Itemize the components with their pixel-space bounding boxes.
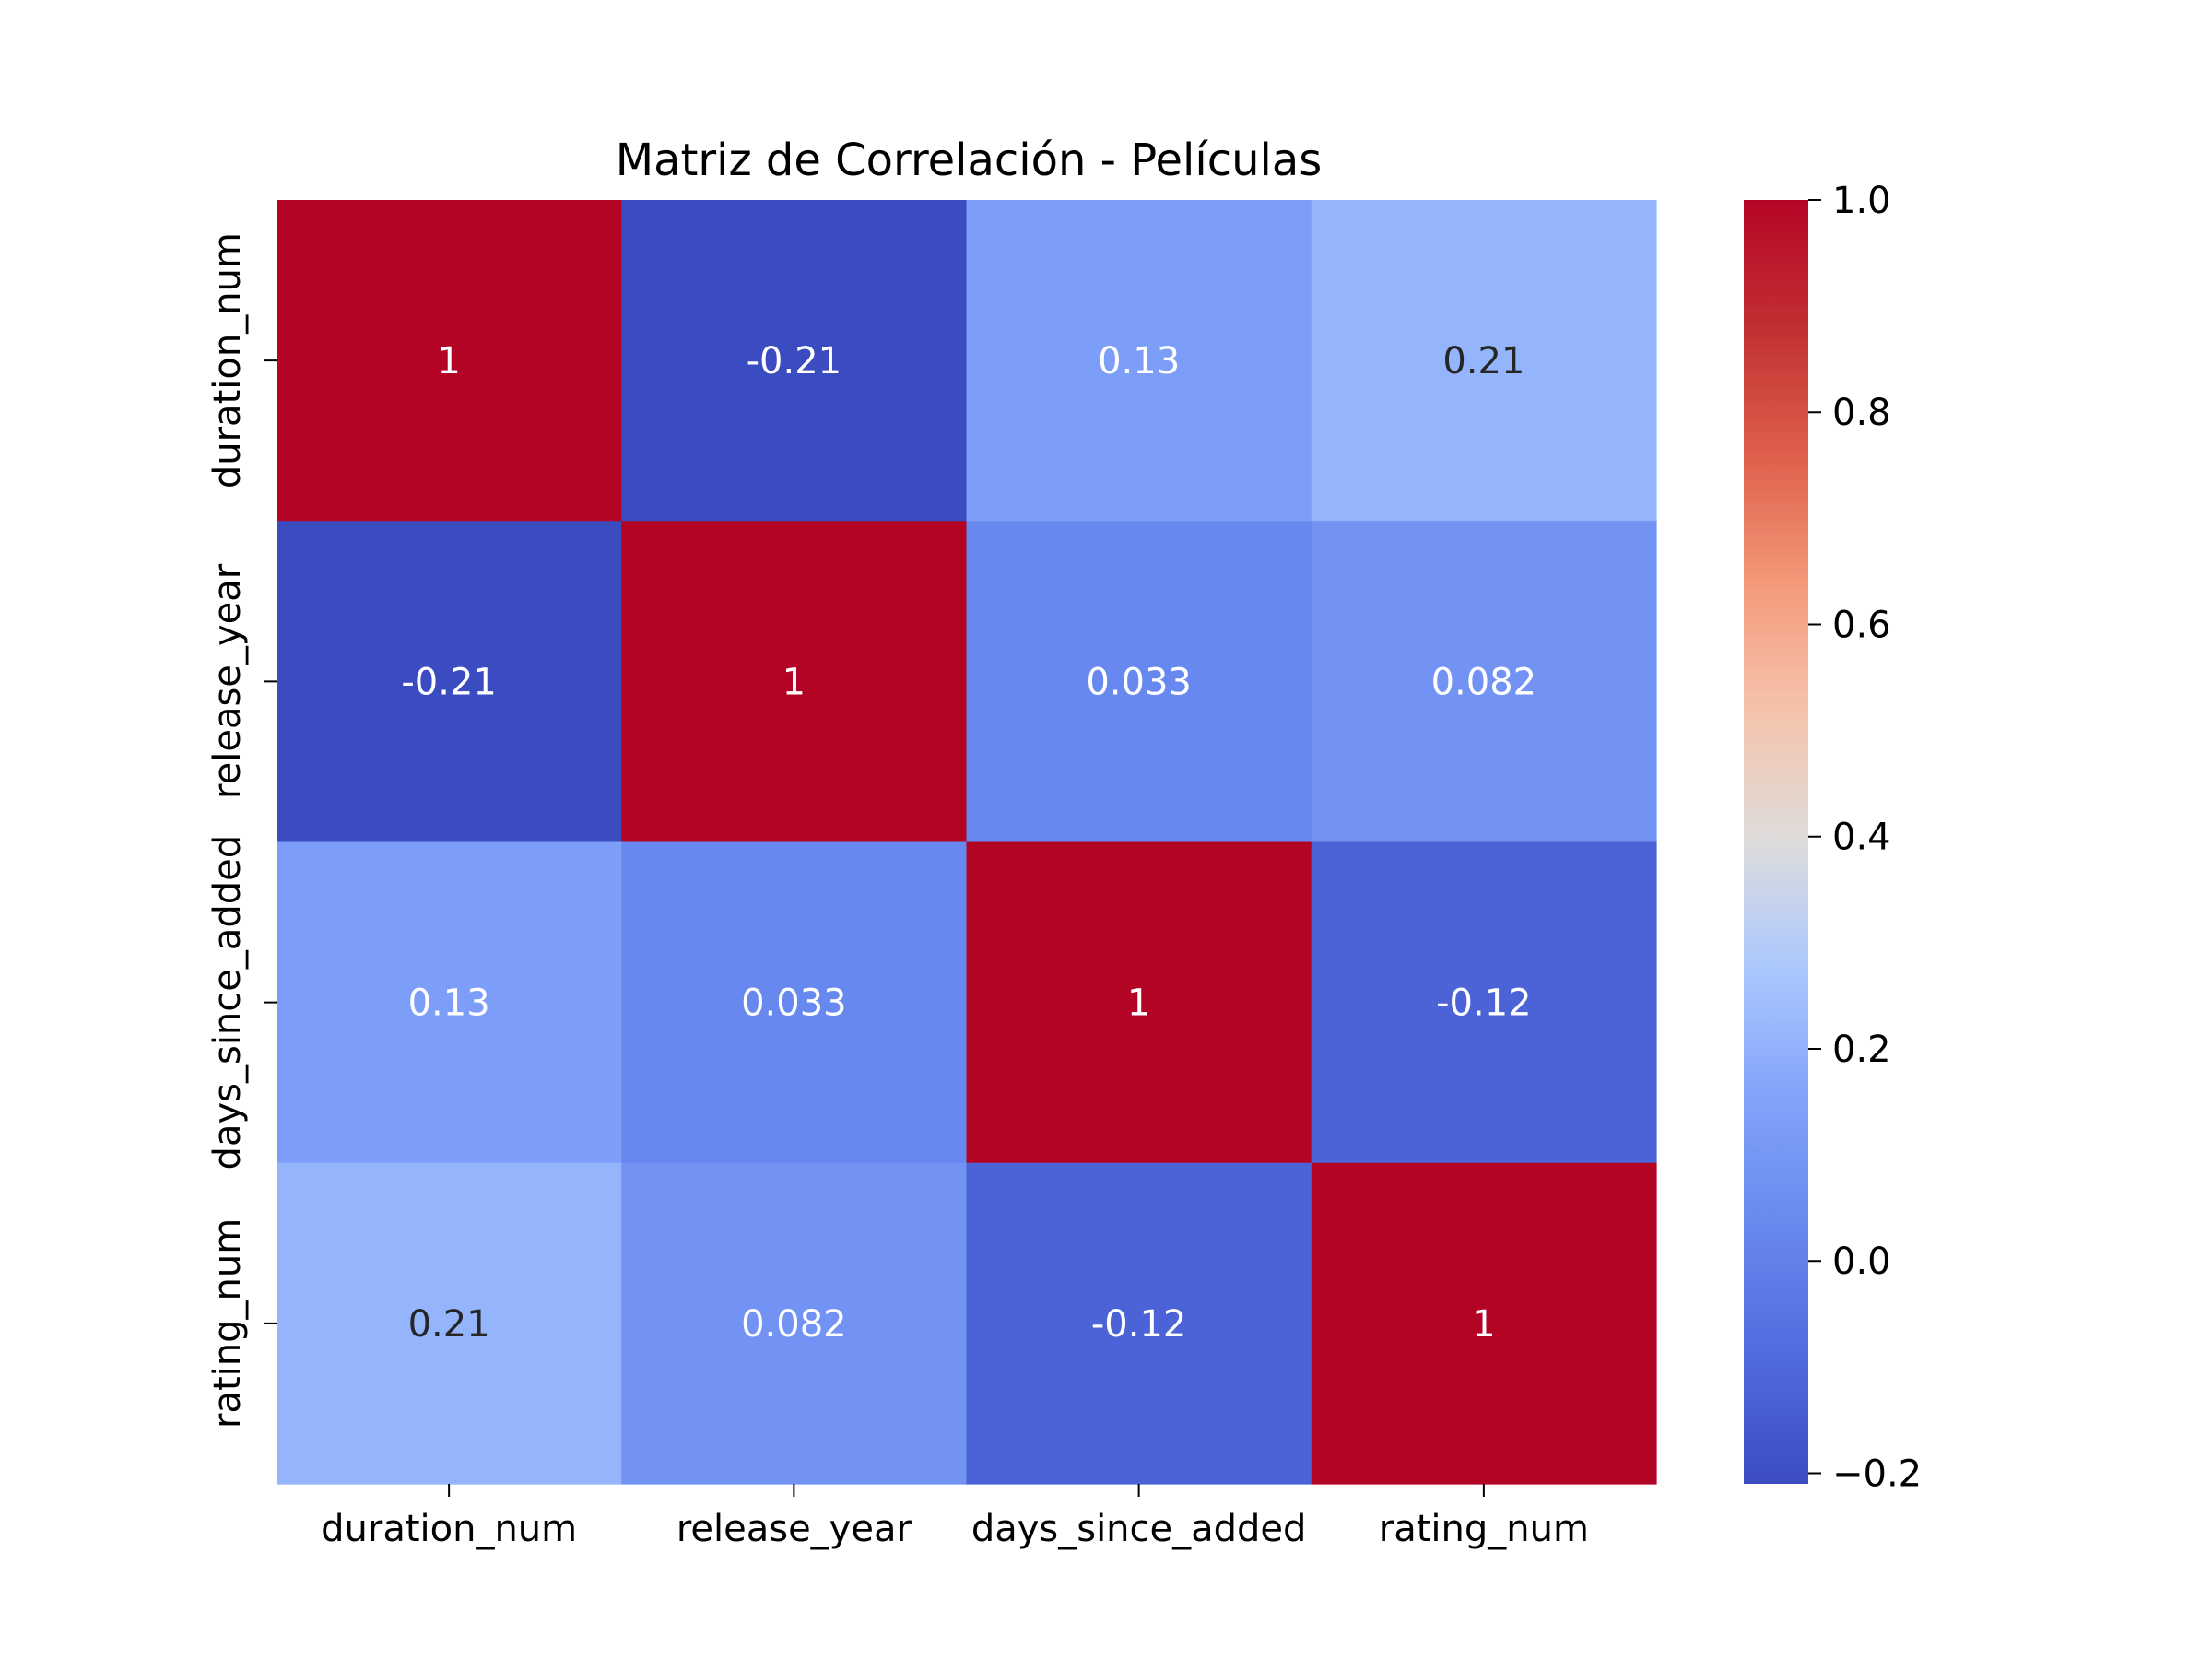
heatmap-cell [621, 200, 968, 522]
heatmap-cell [621, 521, 968, 843]
cell-value-label: 0.21 [1442, 340, 1524, 382]
colorbar [1744, 200, 1808, 1484]
heatmap-cell [966, 200, 1312, 522]
cell-value-label: 0.082 [741, 1303, 847, 1346]
cell-value-label: 0.21 [408, 1303, 490, 1346]
x-tick-label: release_year [677, 1508, 912, 1550]
cell-value-label: -0.12 [1091, 1303, 1187, 1346]
cell-value-label: 0.13 [408, 982, 490, 1025]
heatmap-cells: 1 -0.21 0.13 0.21 -0.21 1 0.033 0.082 0.13 0.033 1… [276, 200, 1657, 1485]
cell-value-label: -0.21 [401, 661, 497, 703]
heatmap-cell [966, 1162, 1312, 1485]
colorbar-tick-label: 0.6 [1832, 604, 1891, 646]
cell-value-label: 0.033 [1086, 661, 1192, 703]
heatmap-cell [276, 1162, 622, 1485]
cell-value-label: 1 [1127, 982, 1150, 1025]
heatmap-cell [621, 1162, 968, 1485]
y-tick-label: duration_num [206, 232, 249, 488]
heatmap-cell [621, 841, 968, 1164]
cell-value-label: 0.033 [741, 982, 847, 1025]
colorbar-tick-label: −0.2 [1832, 1453, 1922, 1495]
colorbar-tick-label: 0.8 [1832, 392, 1891, 434]
colorbar-tick-label: 0.2 [1832, 1029, 1891, 1071]
y-tick-label: rating_num [206, 1218, 249, 1429]
heatmap-cell [276, 200, 622, 522]
heatmap-cell [966, 521, 1312, 843]
colorbar-tick-label: 0.0 [1832, 1241, 1891, 1283]
cell-value-label: -0.21 [747, 340, 842, 382]
cell-value-label: 1 [437, 340, 460, 382]
heatmap-cell [1311, 200, 1657, 522]
heatmap-cell [276, 521, 622, 843]
cell-value-label: 1 [1472, 1303, 1495, 1346]
x-axis: duration_num release_year days_since_added… [321, 1484, 1589, 1550]
y-axis: duration_num release_year days_since_added… [206, 232, 276, 1429]
cell-value-label: 1 [782, 661, 806, 703]
cell-value-label: -0.12 [1436, 982, 1532, 1025]
heatmap-cell [966, 841, 1312, 1164]
heatmap-cell [1311, 841, 1657, 1164]
x-tick-label: rating_num [1379, 1508, 1589, 1550]
x-tick-label: days_since_added [971, 1508, 1307, 1550]
heatmap-cell [1311, 521, 1657, 843]
chart-title: Matriz de Correlación - Películas [616, 135, 1323, 186]
heatmap-cell [276, 841, 622, 1164]
colorbar-axis: 1.0 0.8 0.6 0.4 0.2 0.0 −0.2 [1808, 180, 1922, 1495]
colorbar-tick-label: 0.4 [1832, 817, 1891, 859]
y-tick-label: release_year [206, 563, 249, 799]
cell-value-label: 0.082 [1431, 661, 1537, 703]
cell-value-label: 0.13 [1098, 340, 1180, 382]
x-tick-label: duration_num [321, 1508, 577, 1550]
y-tick-label: days_since_added [206, 835, 249, 1171]
heatmap-cell [1311, 1162, 1657, 1485]
colorbar-tick-label: 1.0 [1832, 180, 1891, 222]
